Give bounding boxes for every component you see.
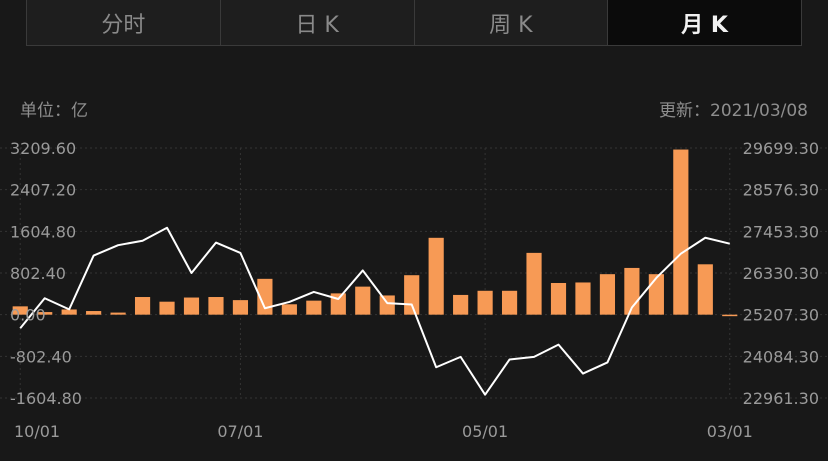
bar xyxy=(550,282,567,315)
right-axis: 29699.30 28576.30 27453.30 26330.30 25207.30… xyxy=(743,139,819,408)
bar xyxy=(306,300,322,315)
bar xyxy=(37,312,53,315)
bar xyxy=(183,297,200,315)
bar xyxy=(599,274,616,315)
unit-label: 单位：亿 xyxy=(20,101,88,121)
right-axis-tick-label: 26330.30 xyxy=(743,264,819,283)
bar xyxy=(159,301,175,315)
bar xyxy=(575,282,591,315)
tab-timeshare[interactable]: 分时 xyxy=(27,0,221,45)
bar xyxy=(404,275,420,315)
right-axis-tick-label: 28576.30 xyxy=(743,181,819,200)
bar xyxy=(232,300,249,315)
bar xyxy=(61,309,77,315)
bar xyxy=(134,297,151,315)
bar xyxy=(257,278,273,315)
bars xyxy=(12,149,738,317)
x-axis-tick-label: 07/01 xyxy=(217,422,263,441)
bar xyxy=(697,264,713,315)
bar xyxy=(722,314,738,317)
bar xyxy=(428,237,444,315)
bar xyxy=(379,295,395,315)
bar xyxy=(86,311,102,315)
x-axis-tick-label: 03/01 xyxy=(707,422,753,441)
left-axis-tick-label: -1604.80 xyxy=(10,389,82,408)
bar xyxy=(477,290,493,315)
left-axis-tick-label: -802.40 xyxy=(10,347,72,366)
left-axis-tick-label: 802.40 xyxy=(10,264,66,283)
bar xyxy=(648,274,664,315)
x-axis: 10/01 07/01 05/01 03/01 xyxy=(14,422,753,441)
bar xyxy=(501,290,518,315)
right-axis-tick-label: 29699.30 xyxy=(743,139,819,158)
bar xyxy=(281,304,297,315)
right-axis-tick-label: 22961.30 xyxy=(743,389,819,408)
right-axis-tick-label: 24084.30 xyxy=(743,347,819,366)
left-axis-tick-label: 2407.20 xyxy=(10,181,76,200)
right-axis-tick-label: 25207.30 xyxy=(743,306,819,325)
tab-weekly-k[interactable]: 周 K xyxy=(415,0,609,45)
tab-monthly-k[interactable]: 月 K xyxy=(608,0,801,45)
bar xyxy=(355,286,371,315)
bar xyxy=(208,297,224,315)
grid xyxy=(0,147,828,399)
x-axis-tick-label: 05/01 xyxy=(462,422,508,441)
tab-daily-k[interactable]: 日 K xyxy=(221,0,415,45)
left-axis-tick-label: 3209.60 xyxy=(10,139,76,158)
bar xyxy=(673,149,689,315)
line-series xyxy=(19,226,731,396)
left-axis-tick-label: 1604.80 xyxy=(10,222,76,241)
period-tabs: 分时 日 K 周 K 月 K xyxy=(26,0,802,46)
left-axis: 3209.60 2407.20 1604.80 802.40 0.00 -802.40 -1… xyxy=(10,139,82,408)
right-axis-tick-label: 27453.30 xyxy=(743,222,819,241)
update-date: 更新：2021/03/08 xyxy=(659,101,808,121)
bar xyxy=(526,252,542,315)
bar xyxy=(110,312,126,315)
left-axis-tick-label: 0.00 xyxy=(10,306,46,325)
bar xyxy=(12,306,28,315)
bar xyxy=(453,294,469,315)
index-line xyxy=(19,226,731,396)
x-axis-tick-label: 10/01 xyxy=(14,422,60,441)
